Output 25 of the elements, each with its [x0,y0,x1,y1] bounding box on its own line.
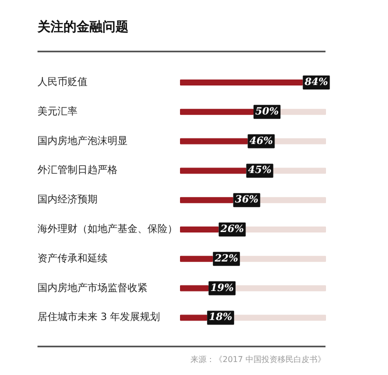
bar [180,314,208,321]
data-label: 26% [219,224,244,235]
y-tick-label: 国内房地产泡沫明显 [38,134,128,147]
data-label: 19% [210,282,234,294]
y-tick-label: 人民币贬值 [38,76,88,88]
data-label: 50% [255,106,280,118]
y-tick-label: 外汇管制日趋严格 [38,164,118,176]
bar [180,256,213,262]
data-label: 22% [214,253,239,264]
y-tick-label: 海外理财（如地产基金、保险） [38,223,178,235]
bar [180,226,219,232]
data-label: 45% [248,165,272,176]
source-note: 来源：《2017 中国投资移民白皮书》 [190,355,326,364]
y-tick-label: 国内房地产市场监督收紧 [38,282,148,294]
y-tick-label: 国内经济预期 [38,194,98,206]
data-label: 46% [249,136,274,147]
data-label: 36% [234,194,259,206]
bar [180,285,209,292]
chart-title: 关注的金融问题 [36,19,128,35]
y-tick-label: 美元汇率 [38,105,78,118]
y-tick-label: 居住城市未来 3 年发展规划 [38,311,160,324]
data-label: 84% [304,77,329,88]
bar [180,80,303,86]
data-label: 18% [208,312,233,324]
y-tick-label: 资产传承和延续 [38,252,108,264]
